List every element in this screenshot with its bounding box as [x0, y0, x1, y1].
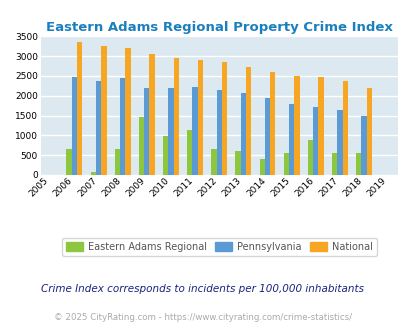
- Bar: [269, 72, 275, 175]
- Bar: [90, 172, 96, 175]
- Bar: [235, 151, 240, 175]
- Bar: [96, 81, 101, 175]
- Bar: [312, 107, 318, 175]
- Bar: [197, 60, 202, 175]
- Bar: [72, 77, 77, 175]
- Bar: [149, 54, 154, 175]
- Legend: Eastern Adams Regional, Pennsylvania, National: Eastern Adams Regional, Pennsylvania, Na…: [62, 238, 376, 256]
- Bar: [115, 149, 120, 175]
- Bar: [318, 77, 323, 175]
- Bar: [101, 46, 106, 175]
- Bar: [283, 152, 288, 175]
- Bar: [144, 88, 149, 175]
- Bar: [125, 48, 130, 175]
- Bar: [342, 81, 347, 175]
- Title: Eastern Adams Regional Property Crime Index: Eastern Adams Regional Property Crime In…: [46, 21, 392, 34]
- Bar: [240, 93, 245, 175]
- Bar: [337, 110, 342, 175]
- Bar: [120, 78, 125, 175]
- Bar: [211, 149, 216, 175]
- Bar: [173, 58, 179, 175]
- Bar: [192, 86, 197, 175]
- Bar: [360, 116, 366, 175]
- Bar: [187, 130, 192, 175]
- Bar: [288, 104, 294, 175]
- Bar: [216, 89, 222, 175]
- Bar: [222, 62, 227, 175]
- Bar: [294, 76, 299, 175]
- Bar: [307, 140, 312, 175]
- Text: Crime Index corresponds to incidents per 100,000 inhabitants: Crime Index corresponds to incidents per…: [41, 284, 364, 294]
- Bar: [139, 117, 144, 175]
- Bar: [366, 88, 371, 175]
- Text: © 2025 CityRating.com - https://www.cityrating.com/crime-statistics/: © 2025 CityRating.com - https://www.city…: [54, 313, 351, 322]
- Bar: [162, 136, 168, 175]
- Bar: [168, 88, 173, 175]
- Bar: [77, 42, 82, 175]
- Bar: [331, 152, 337, 175]
- Bar: [245, 67, 251, 175]
- Bar: [355, 153, 360, 175]
- Bar: [259, 159, 264, 175]
- Bar: [66, 149, 72, 175]
- Bar: [264, 98, 269, 175]
